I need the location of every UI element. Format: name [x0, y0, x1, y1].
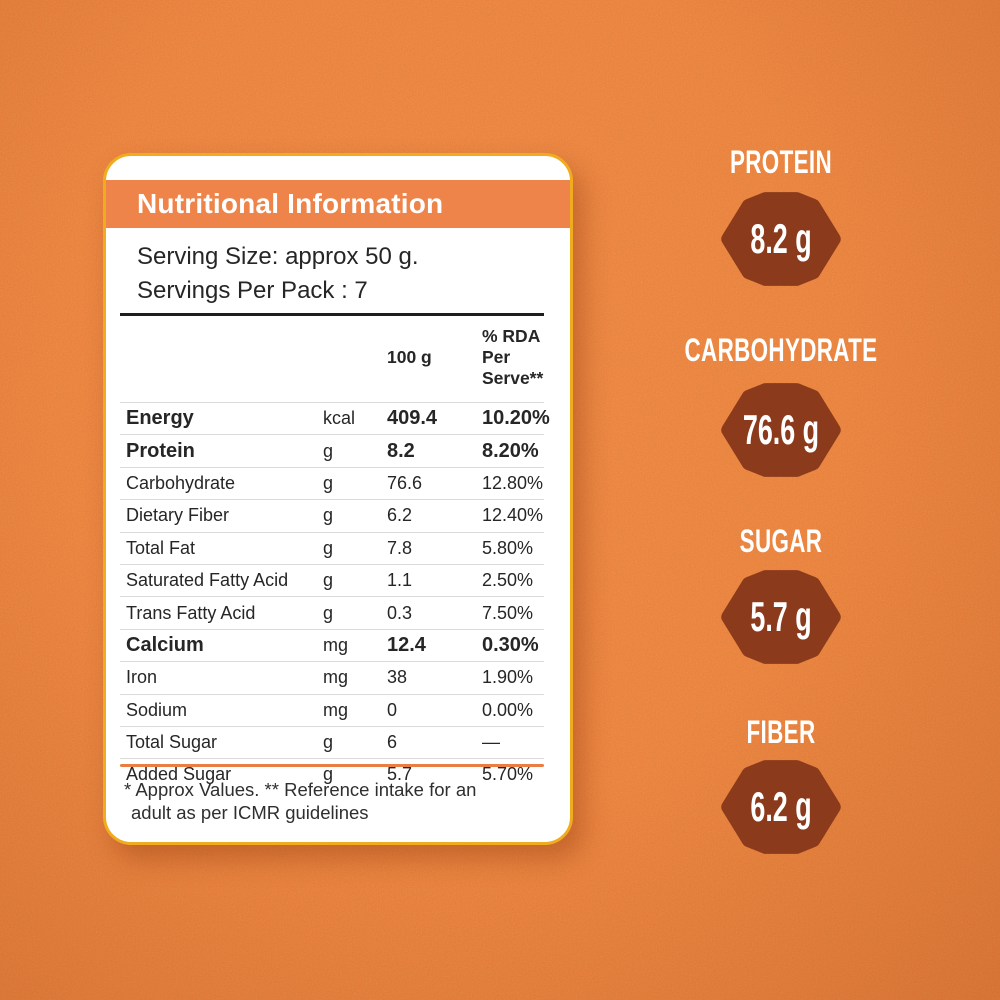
nutrition-row-energy: Energy kcal 409.4 10.20% [120, 402, 550, 434]
nutrition-table: 100 g % RDA Per Serve** Energy kcal 409.4 1… [120, 316, 550, 791]
nutrient-unit: kcal [323, 408, 356, 429]
nutrient-name: Sodium [126, 699, 188, 720]
badge-label-fiber: FIBER [746, 714, 816, 750]
footnote-divider [120, 764, 544, 767]
nutrient-value: 7.8 [387, 537, 413, 558]
table-top-rule [120, 313, 544, 316]
nutrition-row-added-sugar: Added Sugar g 5.7 5.70% [120, 758, 544, 790]
nutrition-row-carbohydrate: Carbohydrate g 76.6 12.80% [120, 466, 544, 499]
card-title: Nutritional Information [137, 188, 444, 219]
nutrition-row-total-fat: Total Fat g 7.8 5.80% [120, 531, 544, 564]
footnote-line1: * Approx Values. ** Reference intake for… [124, 779, 477, 800]
header-amount: 100 g [387, 347, 432, 367]
nutrition-row-calcium: Calcium mg 12.4 0.30% [120, 628, 544, 661]
nutrient-rda: 12.80% [482, 472, 544, 493]
nutrient-unit: g [323, 764, 334, 785]
nutrient-value: 12.4 [387, 633, 426, 656]
nutrient-name: Dietary Fiber [126, 505, 230, 526]
nutrient-unit: g [323, 472, 334, 493]
badge-sugar-value: 5.7 g [750, 593, 812, 640]
nutrition-row-protein: Protein g 8.2 8.20% [120, 434, 544, 466]
badge-label-carbohydrate: CARBOHYDRATE [684, 332, 878, 368]
nutrient-unit: mg [323, 667, 349, 688]
nutrient-name: Carbohydrate [126, 472, 236, 493]
badge-label-protein: PROTEIN [729, 144, 833, 180]
nutrition-table-body: Energy kcal 409.4 10.20% Protein g 8.2 8.20% Car… [120, 402, 550, 791]
nutrient-value: 6.2 [387, 505, 413, 526]
nutrient-rda: 7.50% [482, 602, 534, 623]
nutrient-rda: 5.80% [482, 537, 534, 558]
nutrient-unit: g [323, 440, 334, 461]
nutrient-value: 0 [387, 699, 398, 720]
nutrient-rda: 0.30% [482, 633, 539, 656]
badge-blob-icon [721, 760, 841, 854]
header-rda: % RDA Per Serve** [482, 326, 544, 389]
nutrient-name: Calcium [126, 633, 204, 656]
nutrient-value: 76.6 [387, 472, 423, 493]
nutrition-row-iron: Iron mg 38 1.90% [120, 661, 544, 693]
nutrient-value: 38 [387, 667, 408, 688]
nutrient-rda: — [482, 732, 500, 753]
nutrient-rda: 5.70% [482, 764, 534, 785]
nutrient-value: 1.1 [387, 570, 413, 591]
nutrient-name: Total Sugar [126, 732, 218, 753]
badge-blob-icon [721, 383, 841, 477]
servings-per-pack: Servings Per Pack : 7 [137, 277, 368, 304]
nutrient-rda: 0.00% [482, 699, 534, 720]
nutrient-rda: 1.90% [482, 667, 534, 688]
nutrition-table-header: 100 g % RDA Per Serve** [120, 316, 544, 402]
header-rda-line1: % RDA Per [482, 326, 540, 367]
nutrient-unit: g [323, 537, 334, 558]
nutrition-row-total-sugar: Total Sugar g 6 — [120, 725, 544, 758]
nutrient-name: Saturated Fatty Acid [126, 570, 289, 591]
nutrition-row-trans-fatty-acid: Trans Fatty Acid g 0.3 7.50% [120, 596, 544, 628]
nutrient-unit: g [323, 602, 334, 623]
nutrient-name: Trans Fatty Acid [126, 602, 256, 623]
nutrition-card: Nutritional Information Serving Size: ap… [103, 153, 573, 845]
nutrient-unit: g [323, 570, 334, 591]
nutrition-row-dietary-fiber: Dietary Fiber g 6.2 12.40% [120, 499, 544, 531]
badge-protein: 8.2 g [717, 189, 845, 289]
badge-protein-value: 8.2 g [750, 215, 812, 262]
badge-label-sugar: SUGAR [739, 523, 823, 559]
nutrient-unit: mg [323, 634, 349, 655]
nutrient-rda: 2.50% [482, 570, 534, 591]
badge-fiber: 6.2 g [717, 757, 845, 857]
badge-sugar: 5.7 g [717, 567, 845, 667]
nutrient-name: Added Sugar [126, 764, 232, 785]
nutrition-row-sodium: Sodium mg 0 0.00% [120, 693, 544, 726]
serving-info: Serving Size: approx 50 g. Servings Per … [137, 240, 419, 308]
badge-blob-icon [721, 570, 841, 664]
badge-fiber-value: 6.2 g [750, 783, 812, 830]
card-header-band: Nutritional Information [106, 180, 570, 228]
nutrient-value: 8.2 [387, 439, 415, 462]
nutrient-value: 5.7 [387, 764, 413, 785]
nutrient-unit: mg [323, 699, 349, 720]
serving-size: Serving Size: approx 50 g. [137, 243, 419, 270]
nutrient-value: 6 [387, 732, 398, 753]
nutrient-unit: g [323, 732, 334, 753]
badge-blob-icon [721, 192, 841, 286]
nutrient-value: 0.3 [387, 602, 413, 623]
nutrient-rda: 8.20% [482, 439, 539, 462]
nutrient-unit: g [323, 505, 334, 526]
nutrient-rda: 10.20% [482, 407, 550, 430]
header-rda-line2: Serve** [482, 368, 544, 388]
nutrient-name: Iron [126, 667, 158, 688]
badge-carbohydrate: 76.6 g [717, 380, 845, 480]
footnote-line2: adult as per ICMR guidelines [131, 802, 369, 823]
nutrient-name: Energy [126, 407, 194, 430]
nutrient-value: 409.4 [387, 407, 438, 430]
badge-carbohydrate-value: 76.6 g [742, 406, 820, 453]
nutrient-rda: 12.40% [482, 505, 544, 526]
nutrient-name: Total Fat [126, 537, 196, 558]
nutrient-name: Protein [126, 439, 195, 462]
nutrition-row-saturated-fatty-acid: Saturated Fatty Acid g 1.1 2.50% [120, 563, 544, 596]
footnote: * Approx Values. ** Reference intake for… [124, 778, 476, 824]
